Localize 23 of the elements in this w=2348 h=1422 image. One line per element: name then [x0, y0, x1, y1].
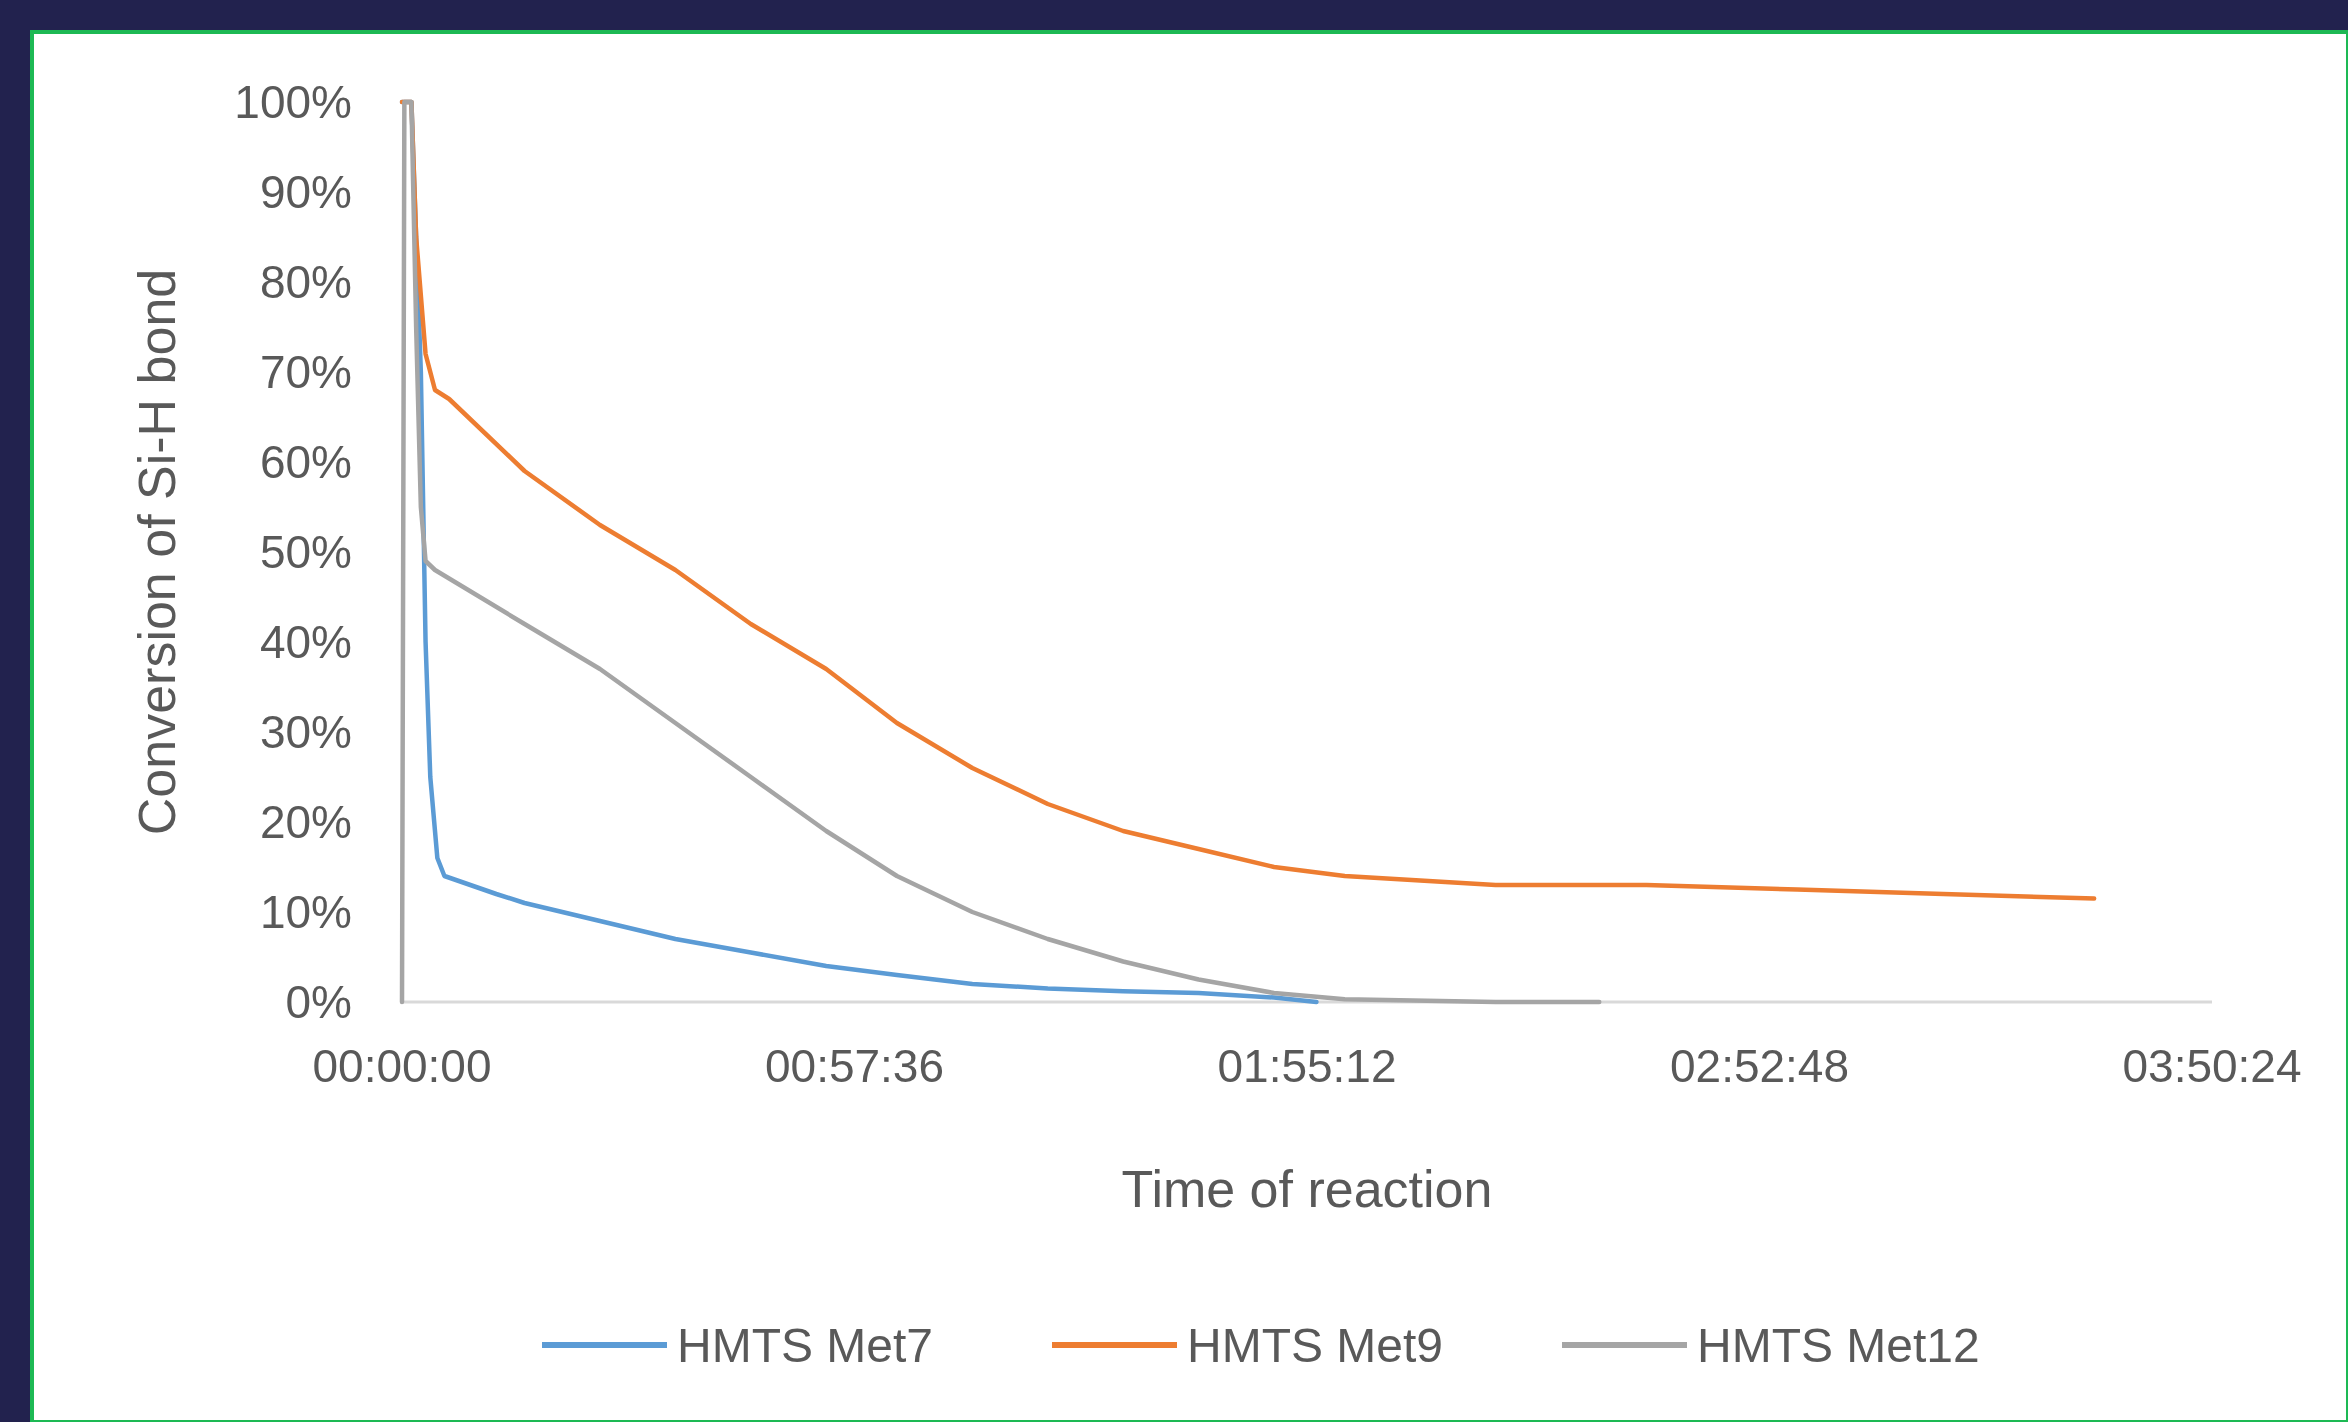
- x-tick-label: 03:50:24: [2122, 1040, 2302, 1092]
- x-tick-label: 00:57:36: [764, 1040, 945, 1092]
- x-axis-title: Time of reaction: [1121, 1160, 1493, 1218]
- y-tick-label: 20%: [259, 796, 352, 849]
- x-tick-label: 02:52:48: [1669, 1040, 1850, 1092]
- y-tick-label: 50%: [259, 526, 352, 579]
- y-tick-label: 40%: [259, 616, 352, 669]
- y-tick-label: 80%: [259, 256, 352, 309]
- y-tick-label: 10%: [259, 886, 352, 939]
- line-series: [399, 99, 1602, 1005]
- y-tick-label: 30%: [259, 706, 352, 759]
- y-tick-label: 0%: [285, 976, 352, 1029]
- legend-label: HMTS Met7: [677, 1318, 934, 1372]
- legend-label: HMTS Met12: [1697, 1318, 1980, 1372]
- line-series: [399, 99, 2097, 901]
- legend-label: HMTS Met9: [1187, 1318, 1444, 1372]
- y-tick-label: 60%: [259, 436, 352, 489]
- y-tick-label: 90%: [259, 166, 352, 219]
- y-tick-label: 100%: [234, 76, 352, 129]
- y-axis-title: Conversion of Si-H bond: [128, 268, 186, 836]
- y-tick-label: 70%: [259, 346, 352, 399]
- x-tick-label: 00:00:00: [312, 1040, 492, 1092]
- x-tick-label: 01:55:12: [1217, 1040, 1397, 1092]
